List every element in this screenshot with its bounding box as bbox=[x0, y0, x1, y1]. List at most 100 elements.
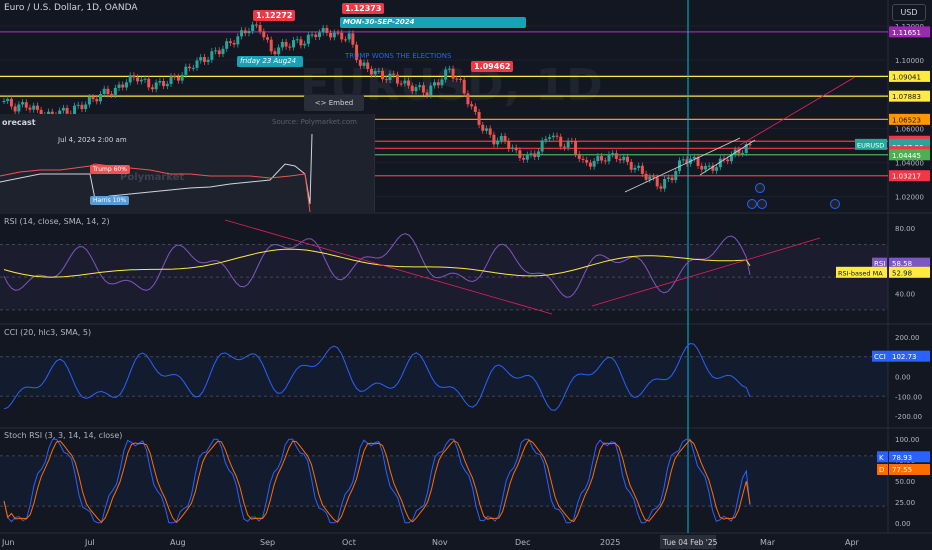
cci-tick: -200.00 bbox=[895, 413, 922, 421]
candle-body bbox=[455, 78, 459, 80]
candle-body bbox=[470, 104, 474, 107]
symbol-tag: EURUSD bbox=[857, 141, 884, 149]
candle-body bbox=[433, 82, 437, 86]
candle-body bbox=[652, 176, 656, 178]
candle-body bbox=[577, 154, 581, 159]
candle-body bbox=[663, 178, 667, 189]
candle-body bbox=[666, 177, 670, 179]
cci-line bbox=[3, 342, 751, 411]
candle-body bbox=[410, 85, 414, 92]
candle-body bbox=[366, 62, 370, 69]
cci-tick: 200.00 bbox=[895, 334, 920, 342]
candle-body bbox=[614, 153, 618, 159]
candle-body bbox=[165, 83, 169, 87]
stoch-tick: 25.00 bbox=[895, 499, 915, 507]
candle-body bbox=[637, 165, 641, 168]
candle-body bbox=[640, 165, 644, 174]
candle-body bbox=[588, 162, 592, 167]
candle-body bbox=[514, 147, 518, 151]
polymarket-inset: orecast Source: Polymarket.com Jul 4, 20… bbox=[0, 114, 375, 212]
currency-button[interactable]: USD bbox=[892, 4, 926, 21]
candle-body bbox=[332, 32, 336, 38]
candle-body bbox=[158, 81, 162, 83]
candle-body bbox=[110, 94, 114, 96]
candle-body bbox=[228, 41, 232, 43]
candle-body bbox=[603, 160, 607, 162]
candle-body bbox=[13, 106, 17, 112]
trendline bbox=[699, 139, 756, 176]
candle-body bbox=[169, 76, 173, 84]
candle-body bbox=[670, 177, 674, 181]
candle-body bbox=[436, 82, 440, 86]
candle-body bbox=[214, 50, 218, 52]
candle-body bbox=[299, 39, 303, 46]
candle-body bbox=[581, 158, 585, 160]
candle-body bbox=[91, 97, 95, 100]
stoch-tick: 0.00 bbox=[895, 520, 911, 528]
candle-body bbox=[559, 136, 563, 147]
candle-body bbox=[284, 41, 288, 47]
candle-body bbox=[466, 93, 470, 105]
price-axis-label-bg bbox=[889, 113, 930, 125]
candle-body bbox=[180, 74, 184, 81]
price-axis-label: 1.07883 bbox=[892, 93, 921, 101]
date-label: MON-30-SEP-2024 bbox=[340, 17, 526, 28]
candle-body bbox=[132, 75, 136, 78]
candle-body bbox=[395, 74, 399, 84]
candle-body bbox=[655, 177, 659, 187]
candle-body bbox=[481, 124, 485, 131]
symbol-tag-bg bbox=[855, 138, 887, 150]
candle-body bbox=[384, 79, 388, 81]
rsi-trendline bbox=[224, 219, 553, 315]
candle-body bbox=[510, 147, 514, 149]
candle-body bbox=[607, 154, 611, 162]
candle-body bbox=[748, 144, 752, 146]
candle-body bbox=[225, 41, 229, 49]
x-axis-label: Sep bbox=[260, 538, 275, 547]
candle-body bbox=[548, 137, 552, 139]
candle-body bbox=[403, 80, 407, 84]
candle-body bbox=[73, 105, 77, 114]
candle-body bbox=[28, 107, 32, 110]
candle-body bbox=[488, 128, 492, 135]
candle-body bbox=[310, 34, 314, 36]
candle-body bbox=[362, 62, 366, 66]
candle-body bbox=[266, 37, 270, 40]
price-axis-label-bg bbox=[889, 90, 930, 102]
candle-body bbox=[622, 156, 626, 161]
stoch-k-value: 78.93 bbox=[892, 454, 912, 462]
candle-body bbox=[291, 40, 295, 48]
event-icon bbox=[755, 183, 765, 193]
stoch-d-tag: D bbox=[879, 466, 884, 474]
price-axis-label-bg bbox=[889, 149, 930, 161]
candle-body bbox=[76, 104, 80, 106]
cci-tick: 0.00 bbox=[895, 374, 911, 382]
stoch-tick: 50.00 bbox=[895, 478, 915, 486]
candle-body bbox=[176, 76, 180, 81]
price-axis-label: 1.06523 bbox=[892, 116, 921, 124]
stoch-d-value: 77.55 bbox=[892, 466, 912, 474]
candle-body bbox=[444, 69, 448, 80]
price-axis-label: 1.04445 bbox=[892, 152, 921, 160]
candle-body bbox=[737, 149, 741, 154]
candle-body bbox=[35, 105, 39, 110]
price-axis-label-bg bbox=[889, 26, 930, 38]
candle-body bbox=[321, 27, 325, 33]
embed-button[interactable]: <> Embed bbox=[304, 95, 364, 111]
stoch-band bbox=[0, 455, 888, 507]
candle-body bbox=[117, 84, 121, 88]
candle-body bbox=[199, 57, 203, 61]
candle-body bbox=[626, 156, 630, 163]
candle-body bbox=[17, 104, 21, 112]
candle-body bbox=[529, 153, 533, 155]
candle-body bbox=[592, 160, 596, 167]
candle-body bbox=[191, 67, 195, 69]
trump-annotation: TRUMP WONS THE ELECTIONS bbox=[345, 52, 452, 60]
candle-body bbox=[184, 66, 188, 75]
candle-body bbox=[24, 102, 28, 108]
stoch-k-tag-bg bbox=[877, 451, 888, 463]
rsi-ma-tag-bg bbox=[836, 266, 887, 278]
candle-body bbox=[392, 73, 396, 75]
candle-body bbox=[555, 135, 559, 137]
